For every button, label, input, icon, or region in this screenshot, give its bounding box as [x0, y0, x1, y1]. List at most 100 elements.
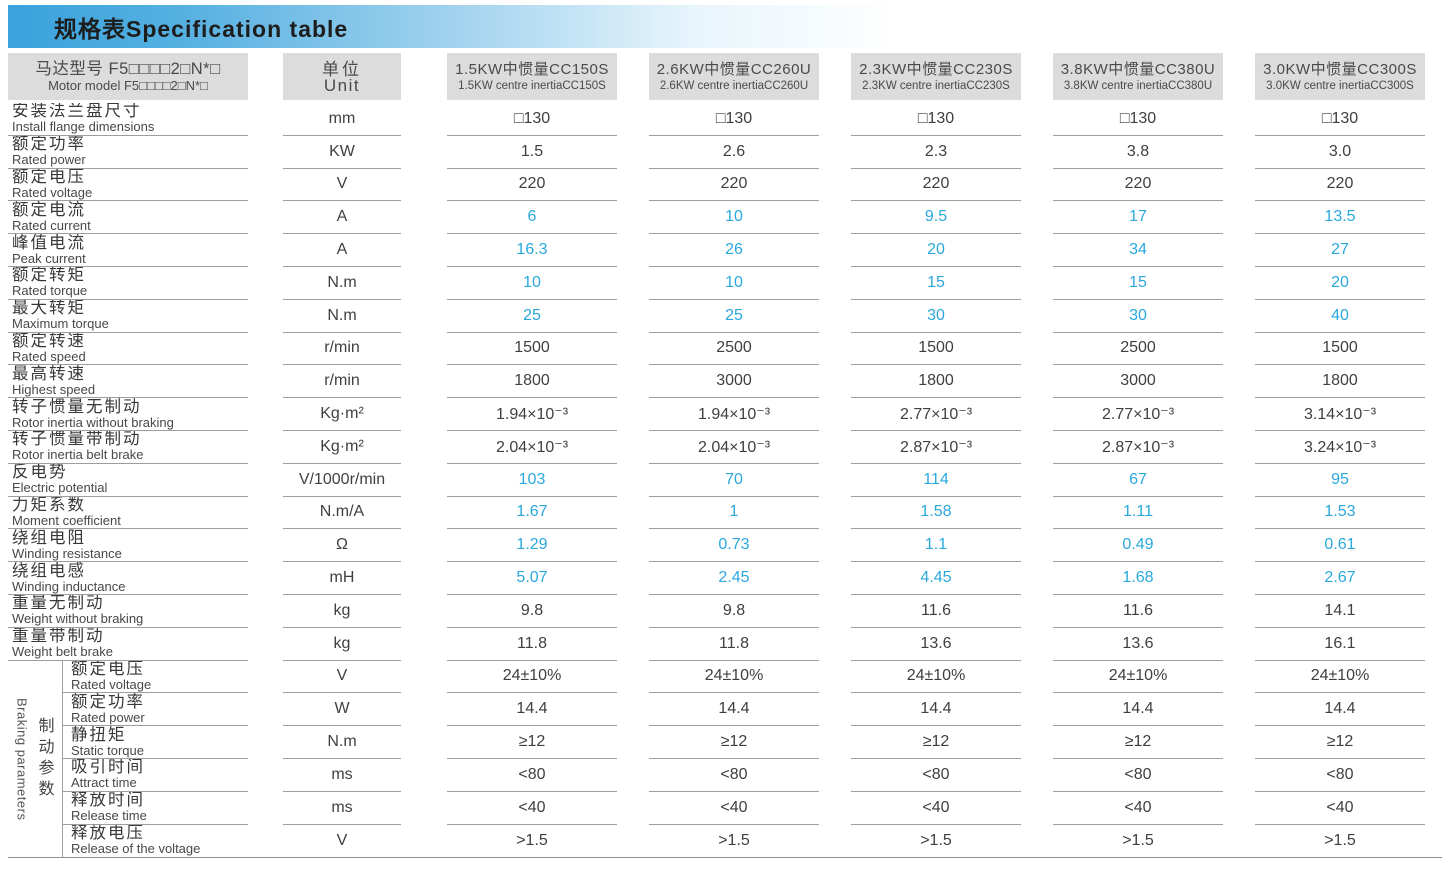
value-cell: 20: [851, 234, 1021, 267]
value-cell: □130: [1255, 103, 1425, 136]
row-label-en: Rated voltage: [12, 184, 93, 200]
value-cell: <40: [1255, 792, 1425, 825]
table-row: 峰值电流 Peak current A 16.3 26 20 34 27: [8, 234, 1442, 267]
table-row: 额定电流 Rated current A 6 10 9.5 17 13.5: [8, 201, 1442, 235]
row-label: 额定转速 Rated speed: [8, 333, 248, 366]
value-cell: 2.77×10⁻³: [1053, 398, 1223, 431]
row-label-zh: 重量带制动: [12, 627, 105, 646]
row-label: 额定转矩 Rated torque: [8, 267, 248, 300]
row-label-en: Rotor inertia without braking: [12, 414, 174, 430]
row-label: 转子惯量无制动 Rotor inertia without braking: [8, 398, 248, 431]
value-cell: 14.4: [447, 693, 617, 727]
value-cell: 11.8: [447, 628, 617, 661]
value-cell: 14.4: [1255, 693, 1425, 727]
table-row: 最高转速 Highest speed r/min 1800 3000 1800 3000 18…: [8, 365, 1442, 399]
table-row: 反电势 Electric potential V/1000r/min 103 70 114…: [8, 464, 1442, 497]
row-label: 额定电压 Rated voltage: [8, 169, 248, 202]
row-label-zh: 绕组电阻: [12, 529, 86, 547]
row-label-zh: 转子惯量无制动: [12, 398, 142, 416]
column-header-cc230s: 2.3KW中惯量CC230S 2.3KW centre inertiaCC230…: [851, 53, 1021, 100]
row-label-zh: 力矩系数: [12, 496, 86, 514]
row-label: 重量无制动 Weight without braking: [8, 595, 248, 628]
unit-cell: kg: [283, 595, 401, 628]
row-label-zh: 释放电压: [71, 824, 145, 843]
value-cell: 1.29: [447, 529, 617, 563]
row-label: 绕组电感 Winding inductance: [8, 562, 248, 595]
value-cell: 4.45: [851, 562, 1021, 595]
value-cell: 114: [851, 464, 1021, 497]
row-label: 释放时间 Release time: [63, 792, 248, 825]
row-label-zh: 转子惯量带制动: [12, 430, 142, 449]
table-row: 转子惯量带制动 Rotor inertia belt brake Kg·m² 2.04…: [8, 431, 1442, 464]
row-label: 转子惯量带制动 Rotor inertia belt brake: [8, 431, 248, 464]
row-label: 额定功率 Rated power: [63, 693, 248, 727]
value-cell: <80: [1255, 759, 1425, 792]
value-cell: <40: [447, 792, 617, 825]
value-cell: 15: [851, 267, 1021, 300]
table-row: 额定功率 Rated power KW 1.5 2.6 2.3 3.8 3.0: [8, 136, 1442, 169]
value-cell: 20: [1255, 267, 1425, 300]
unit-cell: V: [283, 169, 401, 202]
value-cell: 16.1: [1255, 628, 1425, 661]
row-label-zh: 额定转速: [12, 332, 86, 350]
table-row: 安装法兰盘尺寸 Install flange dimensions mm □130 □1…: [8, 103, 1442, 136]
title-bar: 规格表Specification table: [8, 5, 1442, 48]
value-cell: 1.11: [1053, 497, 1223, 530]
unit-cell: N.m/A: [283, 497, 401, 530]
value-cell: 2.6: [649, 136, 819, 169]
value-cell: 30: [851, 300, 1021, 333]
value-cell: 2500: [649, 333, 819, 366]
value-cell: <80: [447, 759, 617, 792]
value-cell: 220: [851, 169, 1021, 202]
value-cell: 24±10%: [447, 661, 617, 694]
value-cell: >1.5: [920, 831, 952, 849]
row-label-en: Weight belt brake: [12, 644, 113, 660]
row-label-en: Winding inductance: [12, 578, 126, 594]
value-cell: 24±10%: [851, 661, 1021, 694]
row-label-zh: 静扭矩: [71, 726, 127, 744]
table-row: 静扭矩 Static torque N.m ≥12 ≥12 ≥12 ≥12 ≥12: [63, 726, 1442, 759]
row-label-en: Rated current: [12, 217, 91, 233]
row-label-en: Rated speed: [12, 348, 86, 364]
value-cell: <80: [649, 759, 819, 792]
unit-cell: Kg·m²: [283, 398, 401, 431]
braking-rows: 额定电压 Rated voltage V 24±10% 24±10% 24±10% 24±1…: [63, 661, 1442, 858]
value-cell: 14.4: [851, 693, 1021, 727]
value-cell: 14.1: [1255, 595, 1425, 628]
row-label-en: Highest speed: [12, 381, 96, 397]
row-label: 额定功率 Rated power: [8, 136, 248, 169]
value-cell: 14.4: [1053, 693, 1223, 727]
unit-cell: mm: [283, 103, 401, 136]
value-cell: 220: [1053, 169, 1223, 202]
table-row: 额定电压 Rated voltage V 24±10% 24±10% 24±10% 24±1…: [63, 661, 1442, 694]
value-cell: 2.45: [649, 562, 819, 595]
row-label-en: Moment coefficient: [12, 512, 121, 528]
row-label-en: Peak current: [12, 250, 86, 266]
row-label-zh: 额定功率: [71, 693, 145, 711]
value-cell: 11.6: [851, 595, 1021, 628]
row-label-zh: 额定电压: [71, 660, 145, 678]
row-label-zh: 额定电流: [12, 201, 86, 219]
value-cell: 11.8: [649, 628, 819, 661]
model-header-cell: 马达型号 F5□□□□2□N*□ Motor model F5□□□□2□N*□: [8, 53, 248, 100]
row-label-zh: 反电势: [12, 463, 68, 482]
row-label-en: Rated power: [12, 152, 86, 168]
table-header-row: 马达型号 F5□□□□2□N*□ Motor model F5□□□□2□N*□…: [8, 53, 1442, 100]
value-cell: 1.94×10⁻³: [447, 398, 617, 431]
row-label-en: Winding resistance: [12, 545, 122, 561]
row-label-en: Maximum torque: [12, 316, 109, 332]
unit-cell: ms: [283, 759, 401, 792]
value-cell: 1.1: [851, 529, 1021, 563]
row-label-en: Weight without braking: [12, 611, 144, 627]
row-label: 静扭矩 Static torque: [63, 726, 248, 759]
value-cell: 10: [649, 267, 819, 300]
row-label: 最大转矩 Maximum torque: [8, 300, 248, 333]
value-cell: >1.5: [516, 831, 548, 849]
row-label-zh: 绕组电感: [12, 562, 86, 580]
table-row: 重量无制动 Weight without braking kg 9.8 9.8 11.6 1…: [8, 595, 1442, 628]
unit-cell: N.m: [283, 267, 401, 300]
unit-cell: V: [283, 661, 401, 694]
value-cell: 70: [649, 464, 819, 497]
unit-cell: V: [336, 831, 348, 849]
value-cell: 9.5: [851, 201, 1021, 235]
